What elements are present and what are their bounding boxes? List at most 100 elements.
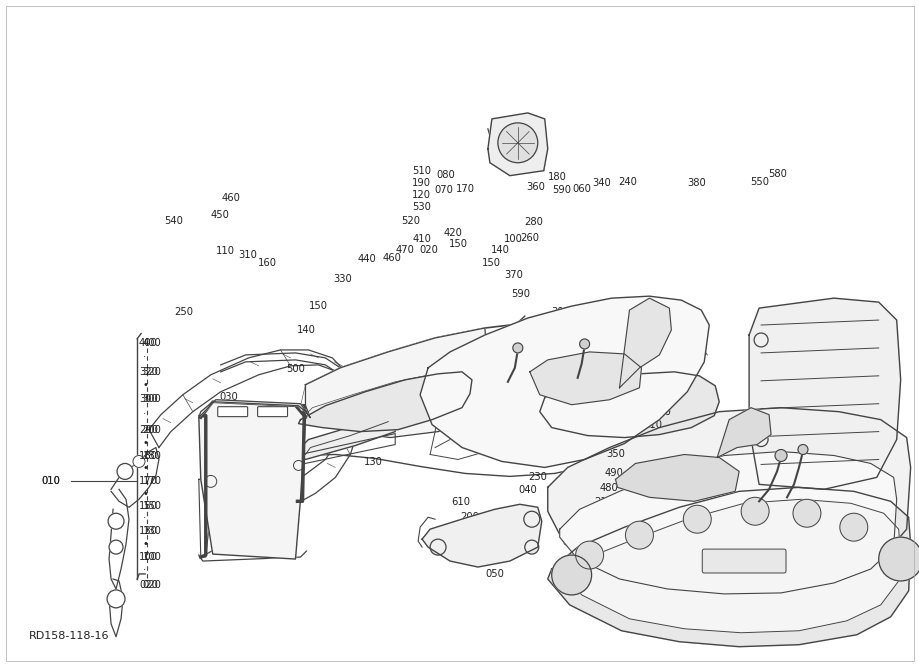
Text: 330: 330: [531, 329, 550, 338]
Circle shape: [754, 333, 767, 347]
Text: 140: 140: [491, 245, 509, 255]
Text: 310: 310: [238, 250, 256, 260]
Text: 320: 320: [139, 367, 158, 377]
Text: 610: 610: [450, 497, 470, 507]
Text: 540: 540: [165, 215, 183, 225]
Circle shape: [741, 498, 768, 525]
Text: 360: 360: [526, 182, 544, 192]
Text: 590: 590: [551, 185, 570, 195]
Text: 210: 210: [594, 497, 612, 507]
Text: 330: 330: [333, 274, 352, 284]
Text: 280: 280: [524, 217, 542, 227]
Text: 380: 380: [686, 178, 706, 188]
Text: 150: 150: [308, 301, 327, 311]
FancyBboxPatch shape: [701, 549, 785, 573]
Text: 140: 140: [286, 476, 304, 486]
Circle shape: [575, 541, 603, 569]
Polygon shape: [748, 298, 900, 490]
Text: 080: 080: [436, 170, 454, 180]
Text: •: •: [142, 539, 148, 549]
Text: 020: 020: [419, 245, 438, 255]
Text: 110: 110: [216, 246, 234, 256]
Circle shape: [797, 444, 807, 454]
Circle shape: [107, 590, 125, 608]
Text: 030: 030: [220, 392, 238, 402]
Text: 250: 250: [174, 307, 193, 317]
Text: 620: 620: [626, 419, 645, 429]
Text: 190: 190: [788, 492, 807, 502]
Text: •: •: [142, 438, 148, 448]
Text: 400: 400: [139, 338, 157, 348]
Text: 170: 170: [139, 476, 158, 486]
Text: 120: 120: [412, 190, 431, 200]
Circle shape: [551, 555, 591, 595]
Circle shape: [523, 512, 539, 527]
Text: 150: 150: [448, 239, 468, 249]
Text: 240: 240: [617, 177, 636, 187]
Text: 300: 300: [142, 394, 161, 404]
Circle shape: [839, 513, 867, 541]
Text: 070: 070: [434, 185, 453, 195]
Text: 110: 110: [642, 420, 662, 430]
Circle shape: [512, 343, 522, 353]
Text: 170: 170: [456, 183, 475, 193]
Text: 150: 150: [139, 501, 158, 511]
Text: •: •: [142, 489, 148, 498]
Text: 010: 010: [41, 476, 61, 486]
Text: •: •: [142, 380, 148, 390]
Circle shape: [293, 460, 303, 470]
Text: 180: 180: [139, 451, 158, 461]
Text: 060: 060: [504, 325, 522, 335]
Text: 340: 340: [592, 178, 610, 188]
Text: 590: 590: [511, 289, 529, 299]
Text: 310: 310: [764, 510, 783, 520]
Text: 160: 160: [258, 258, 277, 268]
Text: 460: 460: [747, 486, 766, 496]
Text: 440: 440: [357, 254, 376, 264]
Polygon shape: [305, 328, 490, 438]
Circle shape: [774, 450, 786, 462]
Text: 260: 260: [520, 233, 539, 243]
Text: 200: 200: [460, 512, 479, 522]
Text: 530: 530: [412, 202, 431, 212]
Polygon shape: [562, 500, 900, 633]
Text: 400: 400: [142, 338, 161, 348]
Text: 120: 120: [782, 504, 801, 514]
Circle shape: [497, 123, 538, 163]
Text: 020: 020: [139, 580, 158, 590]
Text: 470: 470: [652, 407, 671, 417]
Text: 290: 290: [583, 306, 601, 316]
Text: 550: 550: [749, 177, 768, 187]
Text: 490: 490: [605, 468, 623, 478]
Circle shape: [429, 539, 446, 555]
Text: 390: 390: [596, 574, 614, 584]
Text: 140: 140: [297, 325, 315, 335]
Polygon shape: [298, 412, 395, 460]
Text: ‧: ‧: [142, 513, 146, 523]
Circle shape: [524, 540, 539, 554]
Text: 130: 130: [363, 458, 382, 468]
Polygon shape: [717, 408, 770, 458]
Text: ‧: ‧: [142, 565, 146, 575]
Text: 230: 230: [528, 472, 546, 482]
Polygon shape: [529, 352, 641, 405]
Text: 480: 480: [599, 483, 618, 493]
Text: 100: 100: [504, 234, 522, 244]
Text: 580: 580: [767, 169, 787, 179]
Polygon shape: [199, 402, 305, 559]
Text: 570: 570: [570, 580, 588, 590]
Text: 450: 450: [210, 210, 229, 220]
Text: ‧: ‧: [142, 410, 146, 420]
Text: 150: 150: [482, 258, 501, 268]
Polygon shape: [199, 400, 310, 418]
Text: 040: 040: [518, 486, 537, 496]
Polygon shape: [547, 488, 910, 647]
Text: 460: 460: [382, 253, 402, 263]
Text: 100: 100: [142, 552, 162, 562]
Text: 200: 200: [139, 426, 158, 436]
Circle shape: [878, 537, 919, 581]
Text: 320: 320: [608, 355, 627, 365]
Text: 200: 200: [142, 426, 162, 436]
Circle shape: [117, 464, 133, 480]
Text: 460: 460: [221, 193, 240, 203]
